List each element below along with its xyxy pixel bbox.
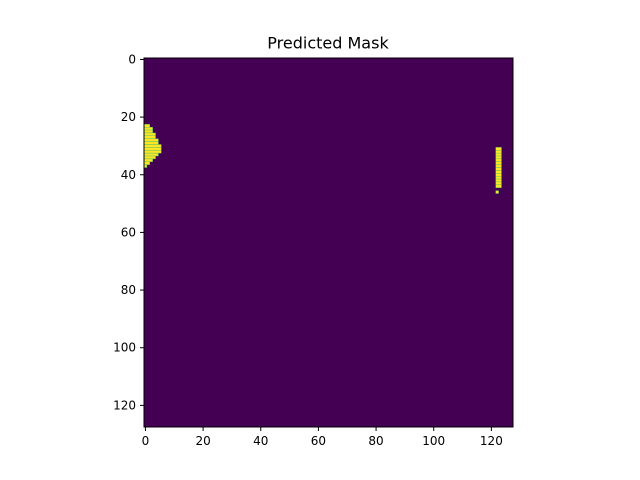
x-tick-label: 120 — [480, 434, 503, 448]
mask-pixel-row — [495, 161, 502, 165]
x-tick-label: 80 — [368, 434, 383, 448]
mask-pixel-row — [143, 124, 150, 128]
mask-pixel-row — [495, 150, 502, 154]
y-tick-label: 80 — [121, 283, 136, 297]
y-tick-label: 120 — [113, 398, 136, 412]
mask-pixel-row — [143, 152, 159, 157]
mask-pixel-row — [495, 170, 502, 174]
y-tick-label: 0 — [128, 52, 136, 66]
mask-pixel-row — [143, 135, 156, 139]
x-tick-label: 60 — [311, 434, 326, 448]
y-tick-label: 100 — [113, 341, 136, 355]
y-axis: 0 20 40 60 80 100 120 — [113, 52, 144, 412]
mask-pixels — [143, 124, 502, 194]
mask-pixel-row — [495, 147, 502, 151]
mask-pixel-row — [495, 152, 502, 157]
mask-pixel-row — [495, 158, 502, 162]
left-region — [143, 124, 162, 168]
mask-pixel-row — [143, 138, 159, 142]
mask-pixel-row — [143, 129, 153, 134]
mask-pixel-row — [495, 184, 502, 188]
chart-title: Predicted Mask — [267, 34, 389, 53]
mask-pixel-row — [143, 161, 150, 165]
mask-pixel-row — [143, 150, 162, 154]
x-tick-label: 100 — [422, 434, 445, 448]
mask-pixel-row — [495, 175, 502, 180]
mask-pixel-row — [495, 178, 502, 183]
mask-pixel-row — [495, 167, 502, 171]
x-tick-label: 20 — [195, 434, 210, 448]
mask-image-background — [144, 58, 513, 427]
mask-pixel-row — [495, 155, 502, 160]
right-region — [495, 147, 502, 194]
y-tick-label: 60 — [121, 225, 136, 239]
mask-pixel-row — [495, 173, 502, 177]
mask-pixel-row — [495, 164, 502, 168]
axes-frame — [143, 57, 514, 428]
mask-pixel-row — [495, 181, 502, 186]
x-tick-label: 40 — [253, 434, 268, 448]
mask-pixel-row — [143, 132, 156, 137]
mask-pixel-row — [495, 190, 499, 194]
y-tick-label: 20 — [121, 110, 136, 124]
mask-pixel-row — [143, 144, 162, 148]
y-tick-label: 40 — [121, 168, 136, 182]
mask-pixel-row — [143, 126, 153, 131]
x-axis: 0 20 40 60 80 100 120 — [142, 427, 503, 448]
mask-pixel-row — [143, 141, 159, 145]
mask-pixel-row — [143, 158, 153, 162]
plot-area — [143, 57, 514, 428]
mask-pixel-row — [143, 155, 156, 160]
x-tick-label: 0 — [142, 434, 150, 448]
mask-pixel-row — [143, 147, 162, 151]
